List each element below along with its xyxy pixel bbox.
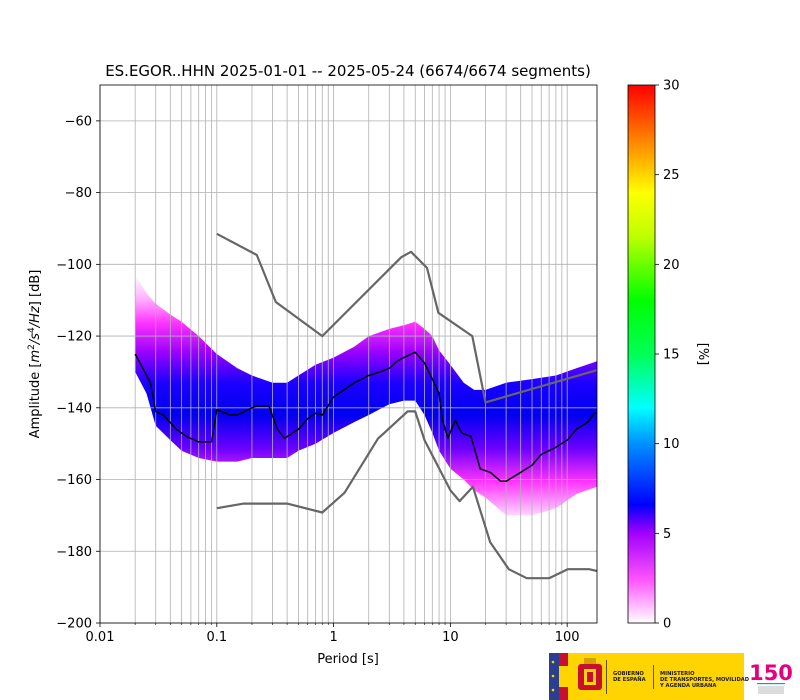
- colorbar-tick-label: 15: [663, 348, 680, 363]
- x-tick-label: 0.01: [86, 630, 115, 645]
- x-tick-label: 1: [329, 630, 337, 645]
- colorbar-label: [%]: [695, 343, 710, 366]
- series-group: [134, 232, 597, 580]
- government-logo: GOBIERNO DE ESPAÑA MINISTERIO DE TRANSPO…: [549, 653, 750, 700]
- y-tick-label: −200: [56, 617, 92, 632]
- y-tick-label: −60: [65, 114, 92, 129]
- y-tick-label: −100: [56, 258, 92, 273]
- colorbar-tick-label: 25: [663, 168, 680, 183]
- y-tick-label: −140: [56, 401, 92, 416]
- colorbar-tick-label: 10: [663, 437, 680, 452]
- y-tick-label: −180: [56, 545, 92, 560]
- plot-frame: [99, 84, 598, 624]
- gov-line-2: DE ESPAÑA: [613, 676, 646, 683]
- coat-of-arms-icon: [578, 658, 602, 690]
- x-tick-label: 10: [442, 630, 459, 645]
- axis-ticks: 0.01 0.1 1 10 100 −200 −180 −160 −140 −120 −100 −80…: [56, 114, 579, 645]
- ministry-line-2: DE TRANSPORTES, MOVILIDAD: [660, 677, 750, 683]
- ppd-histogram-band: [135, 275, 597, 516]
- anniversary-logo: 150: [749, 661, 793, 694]
- colorbar: [627, 84, 656, 624]
- x-tick-label: 0.1: [206, 630, 227, 645]
- y-tick-label: −80: [65, 186, 92, 201]
- ministry-line-1: MINISTERIO: [660, 671, 695, 677]
- svg-text:150: 150: [749, 661, 793, 685]
- y-tick-label: −120: [56, 330, 92, 345]
- grid: [99, 85, 597, 624]
- colorbar-ticks: 0 5 10 15 20 25 30: [655, 79, 680, 632]
- colorbar-tick-label: 20: [663, 258, 680, 273]
- colorbar-tick-label: 0: [663, 617, 671, 632]
- y-axis-label: Amplitude [m2/s4/Hz] [dB]: [27, 270, 43, 439]
- x-axis-label: Period [s]: [317, 652, 379, 667]
- ministry-line-3: Y AGENDA URBANA: [659, 683, 716, 689]
- chart-title: ES.EGOR..HHN 2025-01-01 -- 2025-05-24 (6…: [105, 62, 591, 80]
- colorbar-tick-label: 5: [663, 527, 671, 542]
- colorbar-tick-label: 30: [663, 79, 680, 94]
- series-line-mode: [134, 351, 597, 483]
- gov-line-1: GOBIERNO: [613, 671, 644, 677]
- series-line-noise-model-high: [216, 232, 597, 404]
- series-line-noise-model-low: [216, 410, 597, 580]
- y-tick-label: −160: [56, 473, 92, 488]
- x-tick-label: 100: [555, 630, 580, 645]
